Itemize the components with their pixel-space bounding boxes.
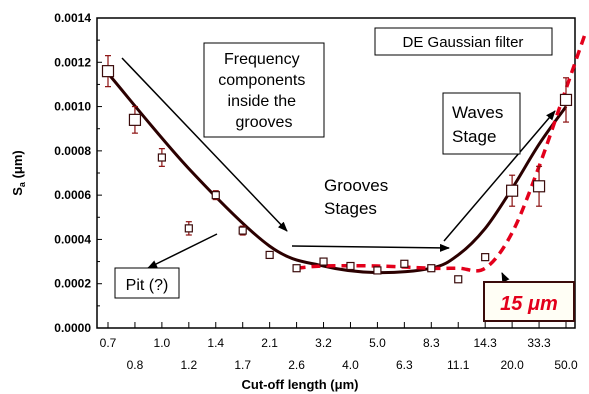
pit-annotation-text: Pit (?) (126, 277, 169, 294)
frequency-line-1: Frequency (224, 51, 300, 68)
data-point (101, 65, 115, 78)
filter-annotation: DE Gaussian filter (374, 27, 553, 56)
y-axis-label-unit: (μm) (10, 150, 25, 182)
y-tick-label: 0.0006 (54, 188, 91, 202)
x-axis-label: Cut-off length (μm) (242, 377, 359, 392)
data-point (346, 261, 355, 271)
waves-arrow (443, 110, 556, 242)
x-tick-label: 1.0 (154, 336, 171, 350)
x-tick-label: 50.0 (554, 358, 578, 372)
data-point (211, 191, 220, 200)
frequency-line-3: inside the (228, 93, 297, 110)
x-tick-label: 20.0 (500, 358, 524, 372)
y-tick-label: 0.0010 (54, 100, 91, 114)
x-tick-label: 11.1 (447, 358, 470, 372)
y-tick-label: 0.0004 (54, 232, 91, 246)
pit-arrow (147, 233, 218, 269)
cutoff-annotation-text: 15 μm (500, 293, 558, 315)
x-tick-label: 4.0 (342, 358, 359, 372)
grooves-line-2: Stages (324, 199, 377, 218)
y-tick-label: 0.0014 (54, 11, 91, 25)
x-tick-label: 1.7 (234, 358, 251, 372)
y-axis-label-subscript: a (17, 181, 27, 187)
data-point (400, 259, 409, 268)
frequency-line-4: grooves (236, 114, 293, 131)
grooves-annotation: Grooves Stages (324, 176, 393, 218)
frequency-arrow (121, 57, 288, 232)
x-tick-label: 1.2 (180, 358, 197, 372)
grooves-line-1: Grooves (324, 176, 388, 195)
data-point (265, 250, 274, 260)
data-point (559, 93, 573, 107)
data-point (292, 264, 301, 273)
waves-line-2: Stage (452, 127, 496, 146)
x-tick-label: 3.2 (315, 336, 332, 350)
x-tick-label: 14.3 (473, 336, 497, 350)
data-points (101, 55, 573, 284)
y-tick-label: 0.0000 (54, 321, 91, 335)
waves-annotation: Waves Stage (442, 92, 521, 155)
data-point (532, 180, 546, 193)
x-tick-label: 6.3 (396, 358, 413, 372)
y-tick-label: 0.0002 (54, 277, 91, 291)
pit-annotation: Pit (?) (114, 267, 180, 299)
threshold-dashed-line (296, 33, 587, 273)
cutoff-annotation: 15 μm (483, 281, 575, 322)
y-axis: 0.0000 0.0002 0.0004 0.0006 0.0008 0.0010 0.00… (54, 11, 102, 335)
x-tick-label: 5.0 (369, 336, 386, 350)
data-point (238, 226, 247, 235)
x-tick-label: 2.6 (288, 358, 305, 372)
y-axis-label: Sa (μm) (10, 150, 27, 195)
x-tick-label: 0.8 (127, 358, 144, 372)
data-point (481, 253, 490, 262)
svg-text:Frequency components: Frequency components inside the grooves (218, 51, 310, 131)
data-point (454, 275, 463, 284)
svg-text:Waves Stage: Waves Stage (452, 103, 508, 146)
data-point (184, 224, 193, 233)
grooves-arrow (291, 243, 450, 252)
x-axis: 0.7 0.8 1.0 1.2 1.4 1.7 2.1 2.6 3.2 4.0 5.0 6.3 8.3 1… (100, 322, 578, 372)
data-point (427, 264, 436, 273)
filter-annotation-text: DE Gaussian filter (403, 34, 524, 51)
x-tick-label: 33.3 (527, 336, 551, 350)
fit-curve (106, 72, 568, 275)
data-point (373, 266, 382, 275)
x-tick-label: 1.4 (207, 336, 224, 350)
frequency-annotation: Frequency components inside the grooves (203, 42, 325, 138)
data-point (157, 153, 166, 162)
frequency-line-2: components (218, 72, 305, 89)
x-tick-label: 0.7 (100, 336, 117, 350)
data-point (128, 113, 142, 126)
y-axis-label-main: S (10, 187, 25, 196)
x-tick-label: 8.3 (423, 336, 440, 350)
y-tick-label: 0.0012 (54, 55, 91, 69)
x-tick-label: 2.1 (261, 336, 278, 350)
data-point (506, 184, 519, 197)
y-tick-label: 0.0008 (54, 144, 91, 158)
data-point (319, 257, 328, 266)
waves-line-1: Waves (452, 103, 503, 122)
